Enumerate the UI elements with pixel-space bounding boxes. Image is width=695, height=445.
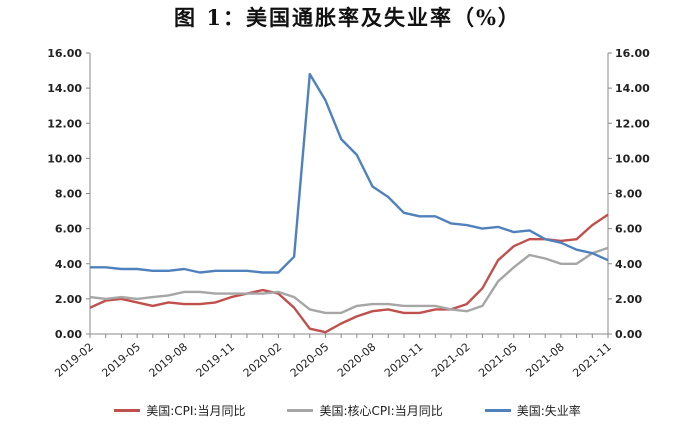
legend-swatch-unemployment [484,408,511,412]
chart-legend: 美国:CPI:当月同比 美国:核心CPI:当月同比 美国:失业率 [0,400,695,420]
y-tick-label-left: 10.00 [47,152,82,165]
x-tick-label: 2020-05 [288,340,332,380]
y-tick-label-left: 12.00 [47,117,82,130]
legend-swatch-cpi [114,408,141,412]
core-cpi-line [89,246,609,315]
legend-label-core-cpi: 美国:核心CPI:当月同比 [319,403,443,418]
y-tick-label-right: 14.00 [615,82,650,95]
cpi-line [89,213,609,334]
y-tick-label-right: 2.00 [615,293,642,306]
x-tick-label: 2020-11 [382,340,426,380]
y-tick-label-left: 4.00 [55,258,82,271]
x-tick-label: 2019-08 [147,340,191,380]
chart-title: 图 1：美国通胀率及失业率（%） [174,5,521,30]
x-tick-label: 2021-08 [523,340,567,380]
y-axis-left-ticks: 0.00 2.00 4.00 6.00 8.00 10.00 12.00 14.00 16.00 [47,47,90,341]
x-tick-label: 2019-02 [52,340,96,380]
y-tick-label-right: 12.00 [615,117,650,130]
chart-axes [89,53,609,335]
x-tick-label: 2021-02 [429,340,473,380]
x-axis-ticks: 2019-02 2019-05 2019-08 2019-11 2020-02 2020-… [52,334,614,380]
y-tick-label-right: 4.00 [615,258,642,271]
x-tick-label: 2019-11 [194,340,238,380]
y-tick-label-left: 14.00 [47,82,82,95]
x-tick-label: 2020-02 [241,340,285,380]
x-tick-label: 2019-05 [99,340,143,380]
y-tick-label-left: 8.00 [55,188,82,201]
legend-item-unemployment: 美国:失业率 [484,402,581,419]
y-tick-label-left: 0.00 [55,328,82,341]
y-tick-label-right: 8.00 [615,188,642,201]
legend-item-cpi: 美国:CPI:当月同比 [114,402,245,419]
legend-swatch-core-cpi [287,408,314,412]
y-tick-label-right: 16.00 [615,47,650,60]
x-tick-label: 2021-05 [476,340,520,380]
legend-label-unemployment: 美国:失业率 [516,403,581,418]
y-tick-label-right: 6.00 [615,223,642,236]
y-tick-label-left: 6.00 [55,223,82,236]
series-lines [89,72,609,334]
x-tick-label: 2021-11 [570,340,614,380]
unemployment-line [90,72,609,274]
x-tick-label: 2020-08 [335,340,379,380]
y-tick-label-right: 10.00 [615,152,650,165]
y-axis-right-ticks: 0.00 2.00 4.00 6.00 8.00 10.00 12.00 14.00 16.00 [608,47,650,341]
y-tick-label-left: 16.00 [47,47,82,60]
y-tick-label-right: 0.00 [615,328,642,341]
y-tick-label-left: 2.00 [55,293,82,306]
legend-label-cpi: 美国:CPI:当月同比 [146,403,246,418]
legend-item-core-cpi: 美国:核心CPI:当月同比 [287,402,443,419]
